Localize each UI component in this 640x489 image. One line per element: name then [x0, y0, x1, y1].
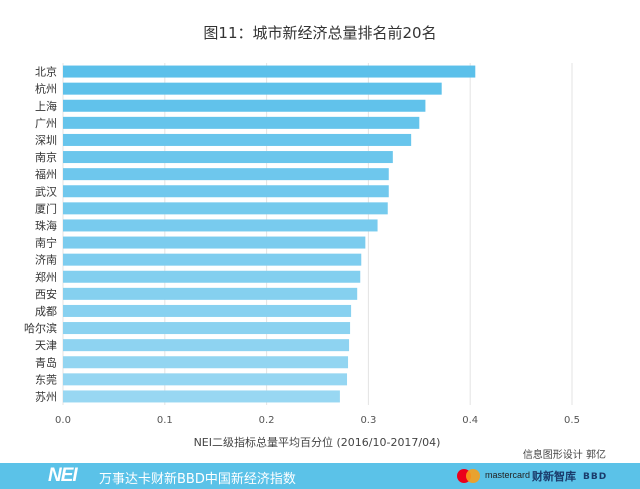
mastercard-logo-icon [457, 469, 481, 483]
category-label: 珠海 [35, 218, 57, 232]
bar [63, 253, 362, 266]
x-tick-label: 0.4 [462, 415, 478, 426]
bar [63, 65, 476, 78]
bbd-mark: BBD [583, 472, 608, 482]
bar-chart: 北京杭州上海广州深圳南京福州武汉厦门珠海南宁济南郑州西安成都哈尔滨天津青岛东莞苏… [24, 63, 580, 426]
bar [63, 82, 442, 95]
category-label: 郑州 [35, 270, 57, 284]
mastercard-label: mastercard [485, 470, 531, 480]
chart-title: 图11：城市新经济总量排名前20名 [203, 24, 437, 42]
category-label: 北京 [35, 65, 57, 79]
nei-logo: NEI [48, 465, 78, 486]
category-label: 南宁 [35, 236, 57, 250]
bar [63, 304, 352, 317]
category-label: 武汉 [35, 185, 57, 198]
category-label: 成都 [35, 305, 57, 318]
category-label: 广州 [35, 117, 57, 130]
category-label: 深圳 [35, 134, 57, 147]
caixin-brand: 财新智库 [532, 470, 576, 483]
design-credit: 信息图形设计 郭亿 [522, 450, 606, 461]
bar [63, 116, 420, 129]
x-tick-label: 0.0 [55, 415, 71, 426]
category-label: 苏州 [35, 390, 57, 403]
category-label: 东莞 [35, 373, 57, 386]
category-label: 杭州 [35, 82, 57, 96]
category-label: 济南 [35, 253, 57, 267]
bar [63, 270, 361, 283]
x-tick-label: 0.2 [259, 415, 275, 426]
category-label: 上海 [35, 99, 57, 113]
bar [63, 202, 388, 215]
footer-title: 万事达卡财新BBD中国新经济指数 [99, 472, 296, 487]
bar [63, 339, 350, 352]
bar [63, 151, 393, 164]
category-label: 青岛 [35, 355, 57, 369]
bar [63, 322, 351, 335]
bar [63, 219, 378, 232]
bar [63, 185, 389, 198]
category-label: 厦门 [35, 201, 57, 215]
category-label: 哈尔滨 [24, 321, 57, 335]
bar [63, 287, 358, 300]
bar [63, 133, 412, 146]
bar [63, 356, 349, 369]
bar [63, 236, 366, 249]
category-label: 西安 [35, 287, 57, 301]
x-tick-label: 0.5 [564, 415, 580, 426]
bar [63, 99, 426, 112]
bar [63, 373, 348, 386]
category-label: 天津 [35, 339, 57, 352]
x-tick-label: 0.1 [157, 415, 173, 426]
category-label: 福州 [35, 167, 57, 181]
x-tick-label: 0.3 [360, 415, 376, 426]
bar [63, 168, 389, 181]
bar [63, 390, 340, 403]
x-axis-label: NEI二级指标总量平均百分位 (2016/10-2017/04) [193, 436, 441, 449]
category-label: 南京 [35, 150, 57, 164]
footer-bar: NEI 万事达卡财新BBD中国新经济指数 mastercard 财新智库 BBD [0, 463, 640, 489]
